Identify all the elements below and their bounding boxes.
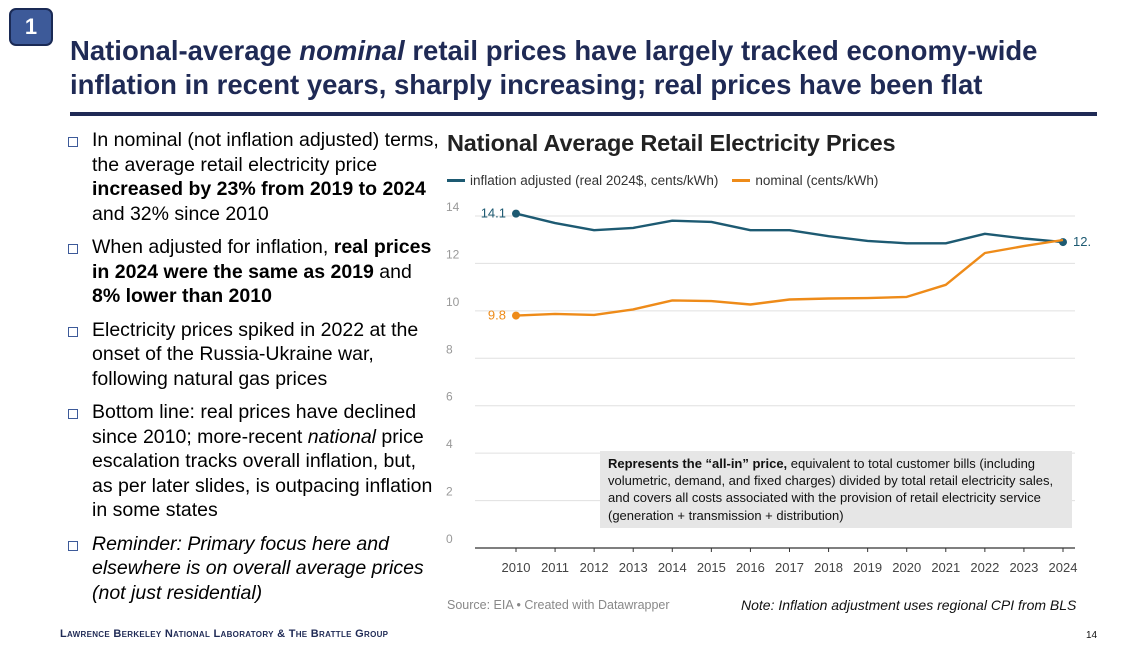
bullet-text: 8% lower than 2010	[92, 285, 272, 307]
chart-source: Source: EIA • Created with Datawrapper	[447, 598, 670, 612]
slide-number-badge: 1	[9, 8, 53, 46]
y-tick-label: 4	[446, 437, 453, 451]
x-tick-label: 2014	[658, 560, 687, 575]
y-tick-label: 0	[446, 532, 453, 546]
y-tick-label: 6	[446, 390, 453, 404]
y-tick-label: 10	[446, 295, 460, 309]
x-tick-label: 2011	[541, 560, 569, 575]
x-tick-label: 2015	[697, 560, 726, 575]
x-tick-label: 2010	[502, 560, 531, 575]
x-tick-label: 2022	[970, 560, 999, 575]
title-part: retail prices have largely tracked econo…	[70, 35, 1038, 100]
legend-swatch-real	[447, 179, 465, 182]
bullet-text: increased by 23% from 2019 to 2024	[92, 178, 426, 200]
bullet-text: real prices in 2024 were the same as 201…	[92, 236, 432, 283]
slide-title: National-average nominal retail prices h…	[70, 34, 1130, 102]
chart-note: Note: Inflation adjustment uses regional…	[741, 597, 1077, 613]
bullet-item: When adjusted for inflation, real prices…	[66, 235, 441, 309]
y-tick-label: 2	[446, 485, 453, 499]
bullet-item: Electricity prices spiked in 2022 at the…	[66, 318, 441, 392]
annotation-text: equivalent to total customer bills (incl…	[608, 456, 1054, 523]
bullet-box-icon	[68, 244, 78, 254]
bullet-box-icon	[68, 137, 78, 147]
bullet-text: national	[307, 425, 377, 448]
bullet-text: price escalation tracks overall inflatio…	[92, 425, 433, 522]
series-end-label: 12.9	[1073, 234, 1090, 249]
page-number: 14	[1086, 630, 1098, 641]
slide-footer: Lawrence Berkeley National Laboratory & …	[60, 628, 389, 640]
x-tick-label: 2016	[736, 560, 765, 575]
chart-legend: inflation adjusted (real 2024$, cents/kW…	[447, 173, 892, 188]
x-tick-label: 2021	[931, 560, 960, 575]
x-tick-label: 2012	[580, 560, 609, 575]
x-tick-label: 2020	[892, 560, 921, 575]
series-start-label: 9.8	[488, 308, 506, 323]
annotation-bold-text: Represents the “all-in” price,	[608, 456, 788, 471]
series-start-point	[512, 209, 520, 218]
y-tick-label: 14	[446, 200, 460, 214]
x-tick-label: 2024	[1049, 560, 1078, 575]
bullet-box-icon	[68, 540, 78, 551]
x-tick-label: 2017	[775, 560, 804, 575]
bullet-text: Electricity prices spiked in 2022 at the…	[92, 318, 419, 390]
bullet-text: In nominal (not inflation adjusted) term…	[92, 129, 439, 176]
series-line-nominal	[515, 238, 1064, 317]
legend-item-nominal: nominal (cents/kWh)	[732, 173, 878, 188]
title-part: nominal	[299, 35, 405, 66]
y-tick-label: 12	[446, 247, 460, 261]
bullet-text: Bottom line: real prices have declined s…	[92, 401, 417, 448]
legend-swatch-nominal	[732, 179, 751, 182]
bullet-item: Bottom line: real prices have declined s…	[66, 400, 441, 523]
y-tick-label: 8	[446, 342, 453, 356]
chart-annotation-box: Represents the “all-in” price, equivalen…	[600, 451, 1072, 528]
bullet-item: In nominal (not inflation adjusted) term…	[66, 128, 441, 226]
bullet-text: and	[373, 260, 412, 283]
title-divider	[70, 112, 1097, 116]
bullet-item: Reminder: Primary focus here and elsewhe…	[66, 532, 441, 606]
series-line-real	[515, 212, 1064, 245]
legend-label-real: inflation adjusted (real 2024$, cents/kW…	[470, 173, 719, 188]
legend-label-nominal: nominal (cents/kWh)	[755, 173, 879, 188]
bullet-text: Reminder: Primary focus here and elsewhe…	[92, 532, 424, 604]
title-part: National-average	[70, 35, 300, 66]
bullet-list: In nominal (not inflation adjusted) term…	[66, 128, 441, 614]
bullet-box-icon	[68, 409, 78, 419]
chart-title: National Average Retail Electricity Pric…	[447, 130, 896, 156]
bullet-text: and 32% since 2010	[92, 202, 269, 225]
x-tick-label: 2023	[1009, 560, 1038, 575]
x-tick-label: 2018	[814, 560, 843, 575]
legend-item-real: inflation adjusted (real 2024$, cents/kW…	[447, 173, 718, 188]
x-tick-label: 2019	[853, 560, 882, 575]
series-start-point	[512, 311, 520, 320]
bullet-box-icon	[68, 326, 78, 337]
bullet-text: When adjusted for inflation,	[92, 236, 334, 258]
series-start-label: 14.1	[481, 206, 506, 221]
x-tick-label: 2013	[619, 560, 648, 575]
